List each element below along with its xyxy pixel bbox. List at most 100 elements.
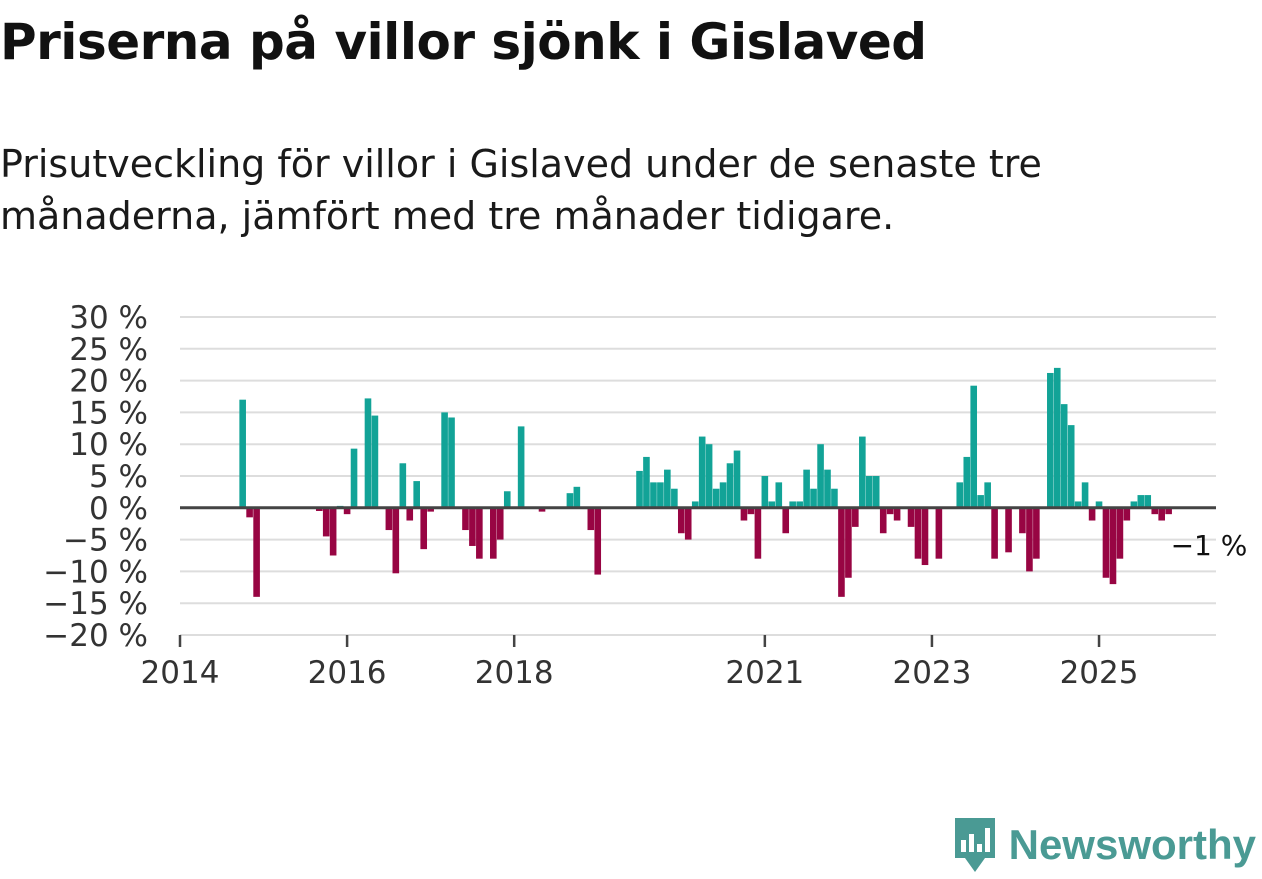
bar [490,507,497,559]
y-tick-label: 10 % [69,427,148,463]
bar [865,476,873,508]
bar [322,507,330,537]
bar [399,463,407,508]
bar [1123,507,1131,521]
x-axis: 2014 2016 2018 2021 2023 2025 [141,634,1216,691]
bar [991,507,998,559]
bars [180,367,1216,597]
bar [789,501,796,508]
bar [1144,495,1152,508]
bar [253,507,260,597]
bar [1019,507,1026,534]
bar [824,469,831,508]
bar [705,444,713,508]
y-tick-label: −20 % [43,618,148,654]
bar [1081,482,1089,508]
bar [343,507,351,515]
bar [643,456,650,508]
bar [594,507,602,575]
bar [1165,507,1172,515]
bar [677,507,685,534]
bar [817,444,824,508]
bar [329,507,337,556]
bar [1053,367,1061,508]
bar [350,448,358,508]
bar [733,450,741,508]
bar [726,463,734,508]
bar [768,501,776,508]
bar [1047,372,1054,508]
bar [1074,501,1082,508]
bar [740,507,748,521]
bar-chart: 30 %25 %20 %15 %10 %5 %0 %−5 %−10 %−15 %… [43,300,1248,691]
bar [657,482,664,508]
bar [684,507,692,540]
bar [315,507,323,511]
bar [859,436,866,508]
newsworthy-wordmark: Newsworthy [1008,821,1256,868]
bar [496,507,504,540]
bar [1067,425,1075,508]
bar [371,415,379,508]
bar [810,488,817,508]
bar [698,436,706,508]
chart-subtitle: Prisutveckling för villor i Gislaved und… [0,142,1042,238]
x-tick-label: 2023 [892,655,971,691]
bar [1109,507,1117,585]
bar [573,486,581,508]
bar [1088,507,1096,521]
bar [1102,507,1110,578]
y-tick-label: 30 % [69,300,148,336]
y-tick-label: 0 % [89,491,148,527]
bar [538,507,546,512]
bar [239,399,246,508]
bar [1151,507,1159,515]
bar [517,426,525,508]
bar [796,501,803,508]
bar [1137,495,1145,508]
bar [1005,507,1012,553]
bar [782,507,790,534]
bar [406,507,414,521]
bar [893,507,901,521]
bar [566,493,574,508]
bar [441,412,448,508]
bar [754,507,762,559]
y-tick-label: −5 % [63,523,148,559]
bar [469,507,476,546]
bar [761,476,769,508]
bar [413,481,420,508]
y-tick-label: 25 % [69,332,148,368]
bar [1095,501,1103,508]
bar [1130,501,1138,508]
bar [879,507,887,534]
bar [476,507,483,559]
latest-value-annotation: −1 % [1171,529,1248,562]
y-tick-label: 20 % [69,364,148,400]
newsworthy-logo: Newsworthy [951,815,1256,875]
bar [448,417,455,508]
bar [462,507,469,531]
bar [907,507,915,527]
bar [886,507,894,515]
bar [712,488,720,508]
bar [970,385,978,508]
chart-title: Priserna på villor sjönk i Gislaved [0,13,927,71]
bar [427,507,434,512]
bar [1026,507,1033,572]
gridlines [180,316,1216,636]
bar [747,507,755,515]
x-tick-label: 2014 [141,655,220,691]
bar [664,469,671,508]
newsworthy-logo-icon [954,818,995,872]
x-tick-label: 2018 [475,655,554,691]
y-tick-label: −10 % [43,554,148,590]
bar [984,482,991,508]
bar [636,470,643,508]
bar [246,507,253,518]
bar [1033,507,1040,559]
bar [914,507,922,559]
bar [420,507,428,550]
bar [831,488,838,508]
bar [775,482,783,508]
